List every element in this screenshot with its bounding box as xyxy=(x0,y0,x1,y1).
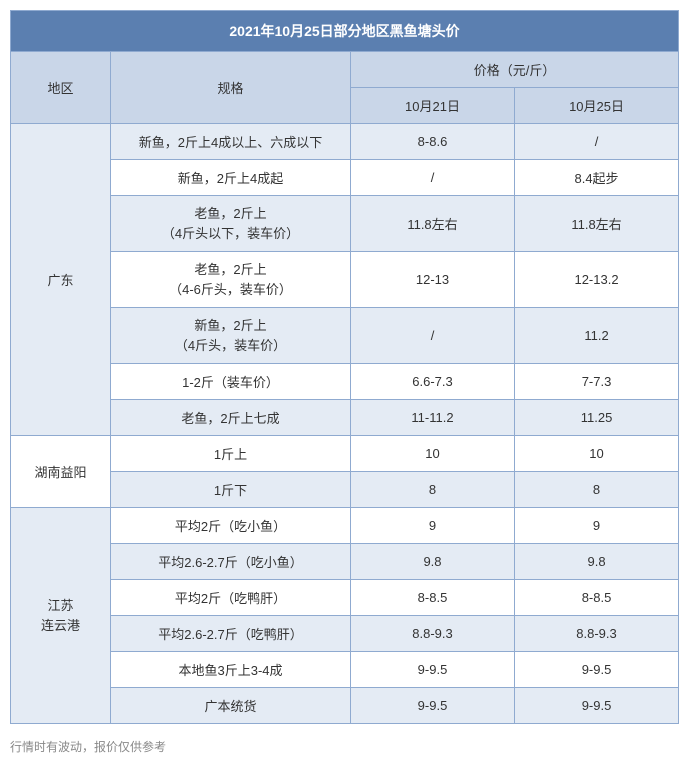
table-row: 广东 新鱼，2斤上4成以上、六成以下 8-8.6 / xyxy=(11,124,679,160)
price-cell: / xyxy=(351,308,515,364)
table-row: 江苏 连云港 平均2斤（吃小鱼） 9 9 xyxy=(11,508,679,544)
region-line: 连云港 xyxy=(41,618,80,633)
spec-line: （4斤头以下，装车价） xyxy=(162,226,299,241)
spec-line: 老鱼，2斤上 xyxy=(194,262,266,277)
price-cell: 9.8 xyxy=(351,544,515,580)
price-cell: 9 xyxy=(351,508,515,544)
price-cell: 11-11.2 xyxy=(351,400,515,436)
spec-cell: 平均2.6-2.7斤（吃小鱼） xyxy=(111,544,351,580)
price-cell: 8.4起步 xyxy=(515,160,679,196)
table-row: 广本统货 9-9.5 9-9.5 xyxy=(11,688,679,724)
col-price-group: 价格（元/斤） xyxy=(351,52,679,88)
price-cell: 9-9.5 xyxy=(515,652,679,688)
price-cell: 10 xyxy=(351,436,515,472)
table-row: 老鱼，2斤上七成 11-11.2 11.25 xyxy=(11,400,679,436)
spec-line: （4斤头，装车价） xyxy=(175,338,286,353)
table-row: 本地鱼3斤上3-4成 9-9.5 9-9.5 xyxy=(11,652,679,688)
table-title: 2021年10月25日部分地区黑鱼塘头价 xyxy=(11,11,679,52)
price-cell: 9.8 xyxy=(515,544,679,580)
table-row: 1斤下 8 8 xyxy=(11,472,679,508)
col-date2: 10月25日 xyxy=(515,88,679,124)
table-row: 湖南益阳 1斤上 10 10 xyxy=(11,436,679,472)
price-cell: 8.8-9.3 xyxy=(515,616,679,652)
col-date1: 10月21日 xyxy=(351,88,515,124)
table-row: 平均2.6-2.7斤（吃小鱼） 9.8 9.8 xyxy=(11,544,679,580)
spec-line: 新鱼，2斤上 xyxy=(194,318,266,333)
price-cell: 7-7.3 xyxy=(515,364,679,400)
price-cell: 9-9.5 xyxy=(351,652,515,688)
price-cell: 6.6-7.3 xyxy=(351,364,515,400)
price-cell: 9-9.5 xyxy=(351,688,515,724)
spec-cell: 平均2斤（吃小鱼） xyxy=(111,508,351,544)
price-cell: 10 xyxy=(515,436,679,472)
price-cell: 11.2 xyxy=(515,308,679,364)
price-cell: 12-13 xyxy=(351,252,515,308)
price-cell: 8 xyxy=(351,472,515,508)
price-cell: 9-9.5 xyxy=(515,688,679,724)
price-cell: 8.8-9.3 xyxy=(351,616,515,652)
spec-cell: 老鱼，2斤上七成 xyxy=(111,400,351,436)
spec-cell: 平均2.6-2.7斤（吃鸭肝） xyxy=(111,616,351,652)
spec-line: （4-6斤头，装车价） xyxy=(169,282,292,297)
table-row: 新鱼，2斤上4成起 / 8.4起步 xyxy=(11,160,679,196)
spec-cell: 新鱼，2斤上4成以上、六成以下 xyxy=(111,124,351,160)
footnote: 行情时有波动，报价仅供参考 xyxy=(10,738,678,755)
spec-cell: 本地鱼3斤上3-4成 xyxy=(111,652,351,688)
region-cell: 广东 xyxy=(11,124,111,436)
table-row: 1-2斤（装车价） 6.6-7.3 7-7.3 xyxy=(11,364,679,400)
spec-cell: 1斤上 xyxy=(111,436,351,472)
spec-cell: 1斤下 xyxy=(111,472,351,508)
price-cell: 12-13.2 xyxy=(515,252,679,308)
region-cell: 江苏 连云港 xyxy=(11,508,111,724)
price-cell: 9 xyxy=(515,508,679,544)
price-cell: 11.8左右 xyxy=(351,196,515,252)
col-spec: 规格 xyxy=(111,52,351,124)
price-table: 2021年10月25日部分地区黑鱼塘头价 地区 规格 价格（元/斤） 10月21… xyxy=(10,10,679,724)
price-cell: / xyxy=(515,124,679,160)
spec-line: 老鱼，2斤上 xyxy=(194,206,266,221)
price-cell: 8 xyxy=(515,472,679,508)
spec-cell: 平均2斤（吃鸭肝） xyxy=(111,580,351,616)
price-cell: 8-8.5 xyxy=(515,580,679,616)
spec-cell: 新鱼，2斤上 （4斤头，装车价） xyxy=(111,308,351,364)
table-row: 平均2.6-2.7斤（吃鸭肝） 8.8-9.3 8.8-9.3 xyxy=(11,616,679,652)
spec-cell: 老鱼，2斤上 （4-6斤头，装车价） xyxy=(111,252,351,308)
table-row: 老鱼，2斤上 （4斤头以下，装车价） 11.8左右 11.8左右 xyxy=(11,196,679,252)
table-row: 平均2斤（吃鸭肝） 8-8.5 8-8.5 xyxy=(11,580,679,616)
region-line: 江苏 xyxy=(47,598,73,613)
table-row: 新鱼，2斤上 （4斤头，装车价） / 11.2 xyxy=(11,308,679,364)
region-cell: 湖南益阳 xyxy=(11,436,111,508)
table-row: 老鱼，2斤上 （4-6斤头，装车价） 12-13 12-13.2 xyxy=(11,252,679,308)
price-cell: 8-8.5 xyxy=(351,580,515,616)
spec-cell: 广本统货 xyxy=(111,688,351,724)
spec-cell: 1-2斤（装车价） xyxy=(111,364,351,400)
price-cell: 11.8左右 xyxy=(515,196,679,252)
price-table-container: 2021年10月25日部分地区黑鱼塘头价 地区 规格 价格（元/斤） 10月21… xyxy=(10,10,678,724)
spec-cell: 新鱼，2斤上4成起 xyxy=(111,160,351,196)
header-row-1: 地区 规格 价格（元/斤） xyxy=(11,52,679,88)
spec-cell: 老鱼，2斤上 （4斤头以下，装车价） xyxy=(111,196,351,252)
col-region: 地区 xyxy=(11,52,111,124)
price-cell: / xyxy=(351,160,515,196)
price-cell: 8-8.6 xyxy=(351,124,515,160)
title-row: 2021年10月25日部分地区黑鱼塘头价 xyxy=(11,11,679,52)
price-cell: 11.25 xyxy=(515,400,679,436)
